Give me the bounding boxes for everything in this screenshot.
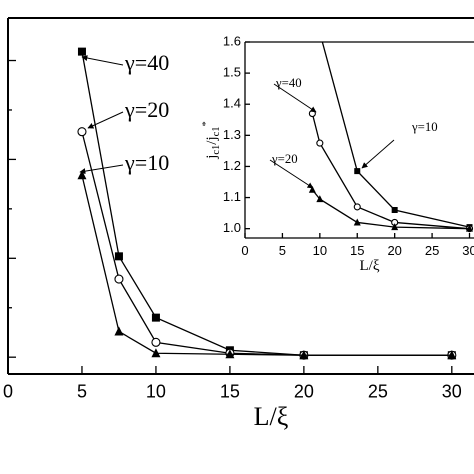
- marker: [151, 348, 161, 358]
- y-tick-label: 1.0: [223, 220, 241, 235]
- plot-area: [308, 30, 474, 233]
- y-axis-label-part: j: [204, 155, 220, 160]
- x-tick-label: 0: [3, 382, 13, 402]
- annotation-arrow: [79, 164, 124, 175]
- y-tick-label: 1.6: [223, 33, 241, 48]
- y-tick-label: 1.5: [223, 65, 241, 80]
- y-axis-label-part: *: [201, 121, 212, 126]
- marker: [225, 349, 235, 359]
- marker: [77, 170, 87, 180]
- y-axis-label-part: c1: [211, 145, 222, 155]
- y-tick-label: 1.4: [223, 96, 241, 111]
- marker: [299, 350, 309, 360]
- marker: [77, 127, 87, 137]
- series-annotation: γ=10: [124, 150, 169, 175]
- series-annotation: γ=40: [124, 50, 169, 75]
- marker: [151, 337, 161, 347]
- annotation-arrow: [87, 111, 124, 129]
- annotation-arrow: [273, 83, 317, 113]
- marker: [316, 195, 324, 203]
- x-tick-label: 30: [462, 243, 474, 258]
- marker: [466, 224, 474, 232]
- series-annotation: γ=40: [275, 76, 302, 90]
- x-tick-label: 25: [425, 243, 439, 258]
- x-axis-label: L/ξ: [359, 258, 379, 274]
- annotation-arrow: [361, 139, 395, 169]
- marker: [114, 326, 124, 336]
- annotation-arrow: [81, 55, 124, 66]
- y-tick-label: 1.1: [223, 189, 241, 204]
- series-line: [81, 175, 452, 356]
- marker: [308, 185, 316, 193]
- x-tick-label: 5: [279, 243, 286, 258]
- x-tick-label: 20: [294, 382, 314, 402]
- marker: [316, 139, 324, 147]
- marker: [391, 223, 399, 231]
- x-tick-label: 10: [146, 382, 166, 402]
- y-tick-label: 1.2: [223, 158, 241, 173]
- marker: [114, 252, 123, 261]
- x-tick-label: 0: [241, 243, 248, 258]
- y-tick-label: 1.3: [223, 127, 241, 142]
- annotation-arrow: [269, 159, 314, 189]
- marker: [391, 207, 398, 213]
- x-tick-label: 25: [368, 382, 388, 402]
- series-annotation: γ=10: [411, 120, 438, 134]
- y-axis-label: jc1/jc1*: [201, 121, 222, 160]
- plot-area: [77, 47, 457, 360]
- series-line: [321, 42, 470, 228]
- x-tick-label: 15: [350, 243, 364, 258]
- x-axis-label: L/ξ: [254, 402, 289, 431]
- marker: [353, 218, 361, 226]
- x-tick-label: 30: [442, 382, 462, 402]
- marker: [354, 168, 361, 175]
- marker: [151, 313, 160, 322]
- series-annotation: γ=20: [124, 97, 169, 122]
- marker: [353, 203, 361, 211]
- y-axis-label-part: c1: [211, 126, 222, 136]
- series-annotation: γ=20: [271, 152, 298, 166]
- marker: [447, 350, 457, 360]
- marker: [77, 47, 86, 56]
- y-axis-label-part: /j: [204, 136, 220, 144]
- marker: [114, 274, 124, 284]
- marker: [317, 30, 323, 36]
- x-tick-label: 10: [313, 243, 327, 258]
- x-tick-label: 20: [387, 243, 401, 258]
- x-tick-label: 15: [220, 382, 240, 402]
- x-tick-label: 5: [77, 382, 87, 402]
